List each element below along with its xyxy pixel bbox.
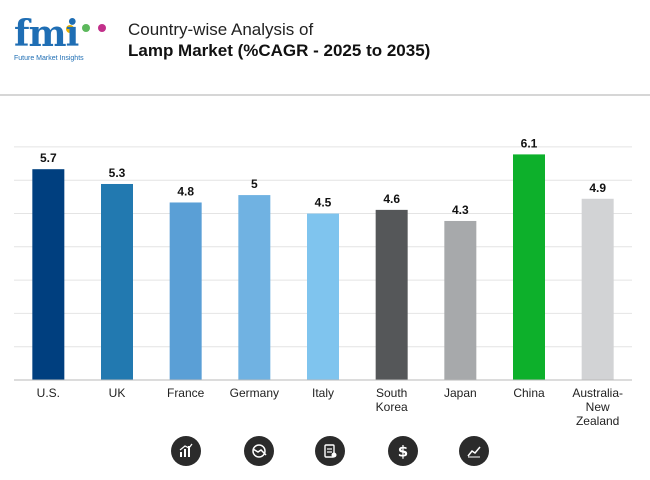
bar-chart: 5.7 5.3 4.8 5 4.5 4.6 4.3 6.1 4.9 U.S. UK France Ge… — [14, 136, 632, 428]
value-labels: 5.7 5.3 4.8 5 4.5 4.6 4.3 6.1 4.9 — [40, 136, 606, 217]
value-label: 4.5 — [315, 196, 332, 210]
line-chart-icon[interactable] — [459, 436, 489, 466]
logo-subtitle: Future Market Insights — [14, 55, 84, 62]
bar[interactable] — [32, 169, 65, 380]
bar[interactable] — [513, 154, 545, 380]
logo-dots-icon — [66, 24, 106, 33]
bar[interactable] — [101, 183, 133, 380]
category-label: Italy — [312, 386, 334, 400]
svg-text:$: $ — [398, 443, 408, 461]
header-divider — [0, 94, 650, 96]
category-label: China — [513, 386, 545, 400]
bar[interactable] — [169, 202, 202, 380]
category-label: Australia-New Zealand — [572, 386, 623, 428]
bars — [32, 154, 614, 380]
bar[interactable] — [581, 198, 614, 380]
value-label: 4.9 — [589, 181, 606, 195]
bar[interactable] — [375, 209, 408, 380]
category-label: UK — [109, 386, 126, 400]
bar[interactable] — [238, 195, 271, 380]
document-icon[interactable] — [315, 436, 345, 466]
value-label: 6.1 — [521, 136, 538, 150]
bar[interactable] — [307, 213, 339, 380]
value-label: 5 — [251, 177, 258, 191]
logo — [14, 12, 114, 68]
category-label: Japan — [444, 386, 477, 400]
pie-chart-icon[interactable] — [244, 436, 274, 466]
logo-text: fmi — [14, 13, 79, 55]
chart-title-line1: Country-wise Analysis of — [128, 20, 314, 39]
value-label: 5.3 — [109, 166, 126, 180]
chart-title-line2: Lamp Market (%CAGR - 2025 to 2035) — [128, 41, 431, 60]
value-label: 5.7 — [40, 151, 57, 165]
category-label: U.S. — [37, 386, 60, 400]
value-label: 4.6 — [383, 192, 400, 206]
category-label: Germany — [230, 386, 279, 400]
dollar-icon[interactable]: $ — [388, 436, 418, 466]
bar-chart-icon[interactable] — [171, 436, 201, 466]
category-label: France — [167, 386, 205, 400]
bar[interactable] — [444, 220, 477, 380]
category-labels: U.S. UK France Germany Italy South Korea Japan C… — [37, 386, 623, 428]
category-label: South Korea — [376, 386, 408, 414]
value-label: 4.8 — [177, 184, 194, 198]
value-label: 4.3 — [452, 203, 469, 217]
header: fmi Future Market Insights Country-wise … — [0, 0, 650, 96]
footer-icons: $ — [0, 436, 650, 470]
